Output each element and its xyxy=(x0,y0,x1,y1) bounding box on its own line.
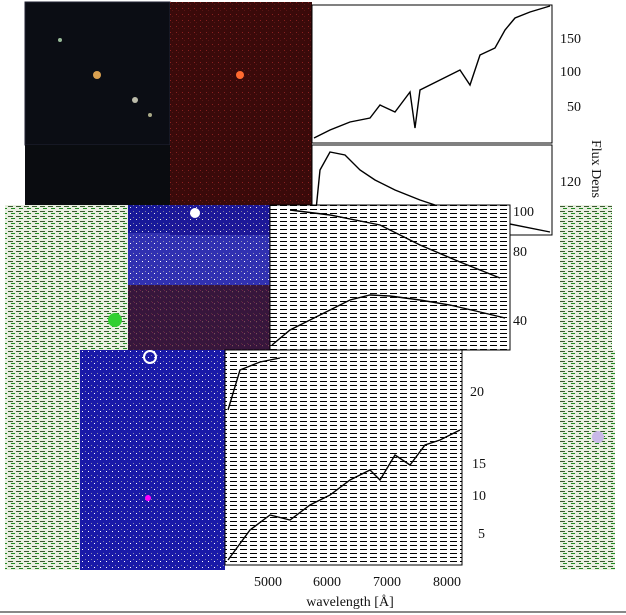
tick-label: 40 xyxy=(513,314,527,329)
tick-label: 100 xyxy=(513,205,534,220)
tick-label: 10 xyxy=(472,489,486,504)
y-axis-label: Flux Dens xyxy=(588,140,603,198)
tick-label: 100 xyxy=(560,65,581,80)
tick-label: 150 xyxy=(560,32,581,47)
tick-label: 5 xyxy=(478,527,485,542)
tick-label: 20 xyxy=(470,385,484,400)
tick-label: 50 xyxy=(567,100,581,115)
x-axis-label: wavelength [Å] xyxy=(306,594,393,610)
noise-image xyxy=(5,205,128,350)
x-tick-label: 8000 xyxy=(433,575,461,590)
red-image xyxy=(170,2,312,235)
x-tick-label: 7000 xyxy=(373,575,401,590)
spectrum-panel xyxy=(269,204,511,351)
blue-image xyxy=(80,350,225,570)
tick-label: 120 xyxy=(560,175,581,190)
tick-label: 80 xyxy=(513,245,527,260)
x-tick-label: 5000 xyxy=(254,575,282,590)
spectrum-panel xyxy=(224,349,463,566)
noise-image xyxy=(5,350,80,570)
tick-label: 15 xyxy=(472,457,486,472)
x-tick-label: 6000 xyxy=(313,575,341,590)
spectrum-panel xyxy=(311,4,553,144)
